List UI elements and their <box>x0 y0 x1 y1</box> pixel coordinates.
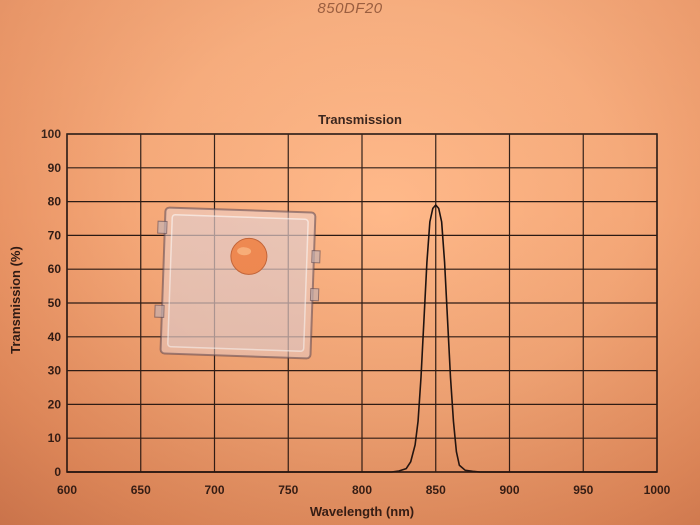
x-tick-label: 850 <box>426 483 446 497</box>
y-tick-label: 60 <box>48 262 62 276</box>
y-tick-label: 20 <box>48 397 62 411</box>
y-tick-label: 10 <box>48 431 62 445</box>
y-tick-label: 30 <box>48 364 62 378</box>
x-tick-label: 1000 <box>644 483 671 497</box>
x-tick-label: 600 <box>57 483 77 497</box>
y-tick-label: 0 <box>54 465 61 479</box>
y-tick-label: 40 <box>48 330 62 344</box>
x-tick-label: 900 <box>499 483 519 497</box>
y-tick-label: 90 <box>48 161 62 175</box>
chart-series <box>67 204 657 473</box>
y-tick-label: 80 <box>48 195 62 209</box>
chart-grid <box>66 133 658 473</box>
y-tick-label: 100 <box>41 127 61 141</box>
document-title: 850DF20 <box>317 0 383 17</box>
y-tick-label: 50 <box>48 296 62 310</box>
x-tick-label: 650 <box>131 483 151 497</box>
chart-ticks: 600 650 700 750 800 850 900 950 1000 0 10 20 30 40 50 6… <box>41 127 671 497</box>
chart-title: Transmission <box>318 112 402 127</box>
x-tick-label: 750 <box>278 483 298 497</box>
y-tick-label: 70 <box>48 228 62 242</box>
y-axis-label: Transmission (%) <box>8 246 23 354</box>
x-tick-label: 700 <box>204 483 224 497</box>
x-tick-label: 800 <box>352 483 372 497</box>
x-tick-label: 950 <box>573 483 593 497</box>
x-axis-label: Wavelength (nm) <box>310 504 414 519</box>
transmission-curve <box>67 204 657 473</box>
filter-case <box>154 206 321 360</box>
